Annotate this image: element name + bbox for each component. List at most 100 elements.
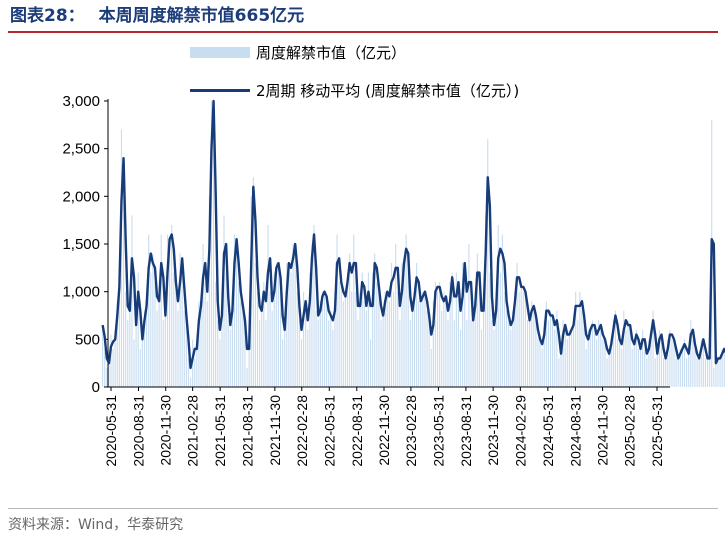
- bar: [305, 310, 307, 387]
- bar: [434, 282, 436, 387]
- bar: [698, 358, 700, 387]
- bar: [181, 263, 183, 387]
- bar: [173, 272, 175, 387]
- bar: [246, 367, 248, 387]
- bar: [644, 348, 646, 387]
- bar: [570, 329, 573, 387]
- bar: [493, 329, 495, 387]
- bar: [382, 310, 384, 387]
- legend-item-line: 2周期 移动平均 (周度解禁市值（亿元）): [190, 78, 519, 102]
- bar: [353, 234, 355, 387]
- x-tick-label: 2020-11-30: [158, 395, 174, 466]
- title-divider: [8, 31, 718, 33]
- x-tick-label: 2025-05-31: [649, 395, 665, 467]
- source-note: 资料来源：Wind，华泰研究: [8, 517, 184, 533]
- figure-label: 图表28：: [10, 6, 85, 26]
- bar: [229, 329, 231, 387]
- bar: [328, 320, 330, 387]
- bar: [692, 339, 694, 387]
- bar: [430, 348, 432, 387]
- bar: [472, 320, 474, 387]
- bar: [447, 320, 449, 387]
- bar: [116, 301, 118, 387]
- bar: [248, 329, 250, 387]
- bar: [648, 339, 650, 387]
- bar: [562, 320, 564, 387]
- bar: [497, 224, 499, 387]
- bar: [263, 282, 265, 387]
- bar: [573, 320, 575, 387]
- bar: [227, 320, 229, 387]
- x-tick-label: 2022-05-31: [321, 395, 337, 467]
- bar: [175, 291, 177, 387]
- x-tick-label: 2020-08-31: [131, 395, 147, 467]
- bar: [606, 358, 608, 387]
- bar: [495, 291, 497, 387]
- bar: [397, 291, 399, 387]
- bar: [602, 339, 604, 387]
- bar: [541, 348, 543, 387]
- bar: [342, 301, 344, 387]
- bar: [713, 367, 715, 387]
- bar: [485, 215, 487, 387]
- bar: [238, 282, 240, 387]
- bar: [286, 263, 288, 387]
- bar: [591, 320, 593, 387]
- bar: [566, 339, 568, 387]
- bar: [240, 301, 242, 387]
- bar: [338, 282, 340, 387]
- x-tick-label: 2024-08-31: [567, 395, 583, 467]
- bar: [208, 196, 210, 387]
- bar: [106, 367, 108, 387]
- bar: [658, 329, 660, 387]
- bar: [290, 272, 292, 387]
- bar: [148, 234, 150, 387]
- bar: [416, 263, 418, 387]
- bar: [125, 291, 127, 387]
- bar: [462, 263, 464, 387]
- bar: [282, 339, 284, 387]
- bar: [392, 291, 395, 387]
- bar: [656, 348, 658, 387]
- bar: [424, 291, 426, 387]
- bar: [355, 291, 357, 387]
- bar: [663, 358, 665, 387]
- bar: [539, 339, 541, 387]
- bar: [524, 291, 527, 387]
- bar: [294, 244, 296, 387]
- bar: [411, 301, 413, 387]
- bar: [108, 358, 110, 387]
- bar: [120, 129, 123, 387]
- bar: [491, 320, 493, 387]
- bar: [646, 358, 648, 387]
- bar: [319, 301, 321, 387]
- bar: [376, 282, 378, 387]
- bar: [702, 339, 704, 387]
- y-tick-label: 3,000: [62, 93, 100, 110]
- bar: [127, 320, 129, 387]
- bar: [323, 291, 326, 387]
- bar: [292, 244, 294, 387]
- bar: [206, 301, 208, 387]
- bar: [441, 310, 443, 387]
- bar: [694, 348, 696, 387]
- bar: [156, 310, 158, 387]
- bar: [244, 329, 246, 387]
- bar: [215, 282, 217, 387]
- bar: [428, 320, 430, 387]
- bar: [223, 215, 225, 387]
- bar: [183, 310, 185, 387]
- bar: [642, 329, 644, 387]
- bar: [275, 263, 277, 387]
- bar: [457, 291, 460, 387]
- bar: [669, 329, 671, 387]
- bar: [409, 320, 411, 387]
- bar: [104, 348, 106, 387]
- bar: [468, 244, 470, 387]
- bar: [575, 291, 577, 387]
- bar: [405, 234, 407, 387]
- bar-series: [102, 101, 725, 387]
- bar: [635, 329, 637, 387]
- figure-title: 图表28： 本周周度解禁市值665亿元: [8, 4, 304, 28]
